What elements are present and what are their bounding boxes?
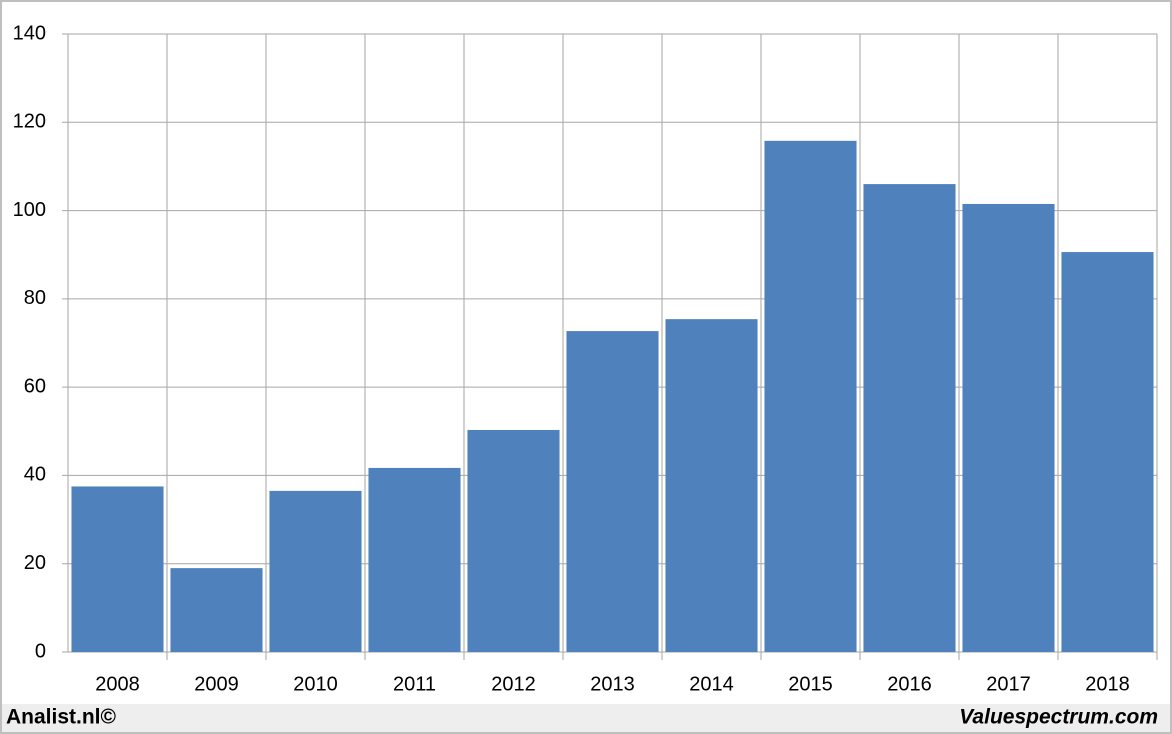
y-tick-label: 80 [24, 287, 46, 309]
bar [71, 486, 164, 652]
x-tick-label: 2008 [95, 673, 140, 695]
bar [863, 184, 956, 653]
y-tick-label: 40 [24, 464, 46, 486]
bar [764, 140, 857, 652]
bar [269, 490, 362, 652]
x-tick-label: 2009 [194, 673, 239, 695]
x-tick-label: 2018 [1085, 673, 1130, 695]
footer-left: Analist.nl© [6, 706, 117, 729]
x-tick-label: 2016 [887, 673, 932, 695]
y-tick-label: 120 [13, 111, 46, 133]
x-tick-label: 2017 [986, 673, 1031, 695]
y-tick-label: 60 [24, 375, 46, 397]
x-tick-label: 2014 [689, 673, 734, 695]
bar [1061, 252, 1154, 652]
y-tick-label: 100 [13, 199, 46, 221]
footer-band [2, 704, 1170, 732]
x-tick-label: 2010 [293, 673, 338, 695]
x-tick-label: 2011 [393, 673, 436, 695]
bar [467, 429, 560, 652]
y-tick-label: 0 [35, 640, 46, 662]
bar [368, 467, 461, 652]
x-tick-label: 2013 [590, 673, 635, 695]
bar [665, 319, 758, 652]
bar [962, 203, 1055, 652]
bar [566, 331, 659, 652]
x-tick-label: 2015 [788, 673, 833, 695]
x-tick-label: 2012 [491, 673, 536, 695]
y-tick-label: 140 [13, 22, 46, 44]
bar [170, 568, 263, 652]
footer-right: Valuespectrum.com [959, 706, 1158, 729]
y-tick-label: 20 [24, 552, 46, 574]
